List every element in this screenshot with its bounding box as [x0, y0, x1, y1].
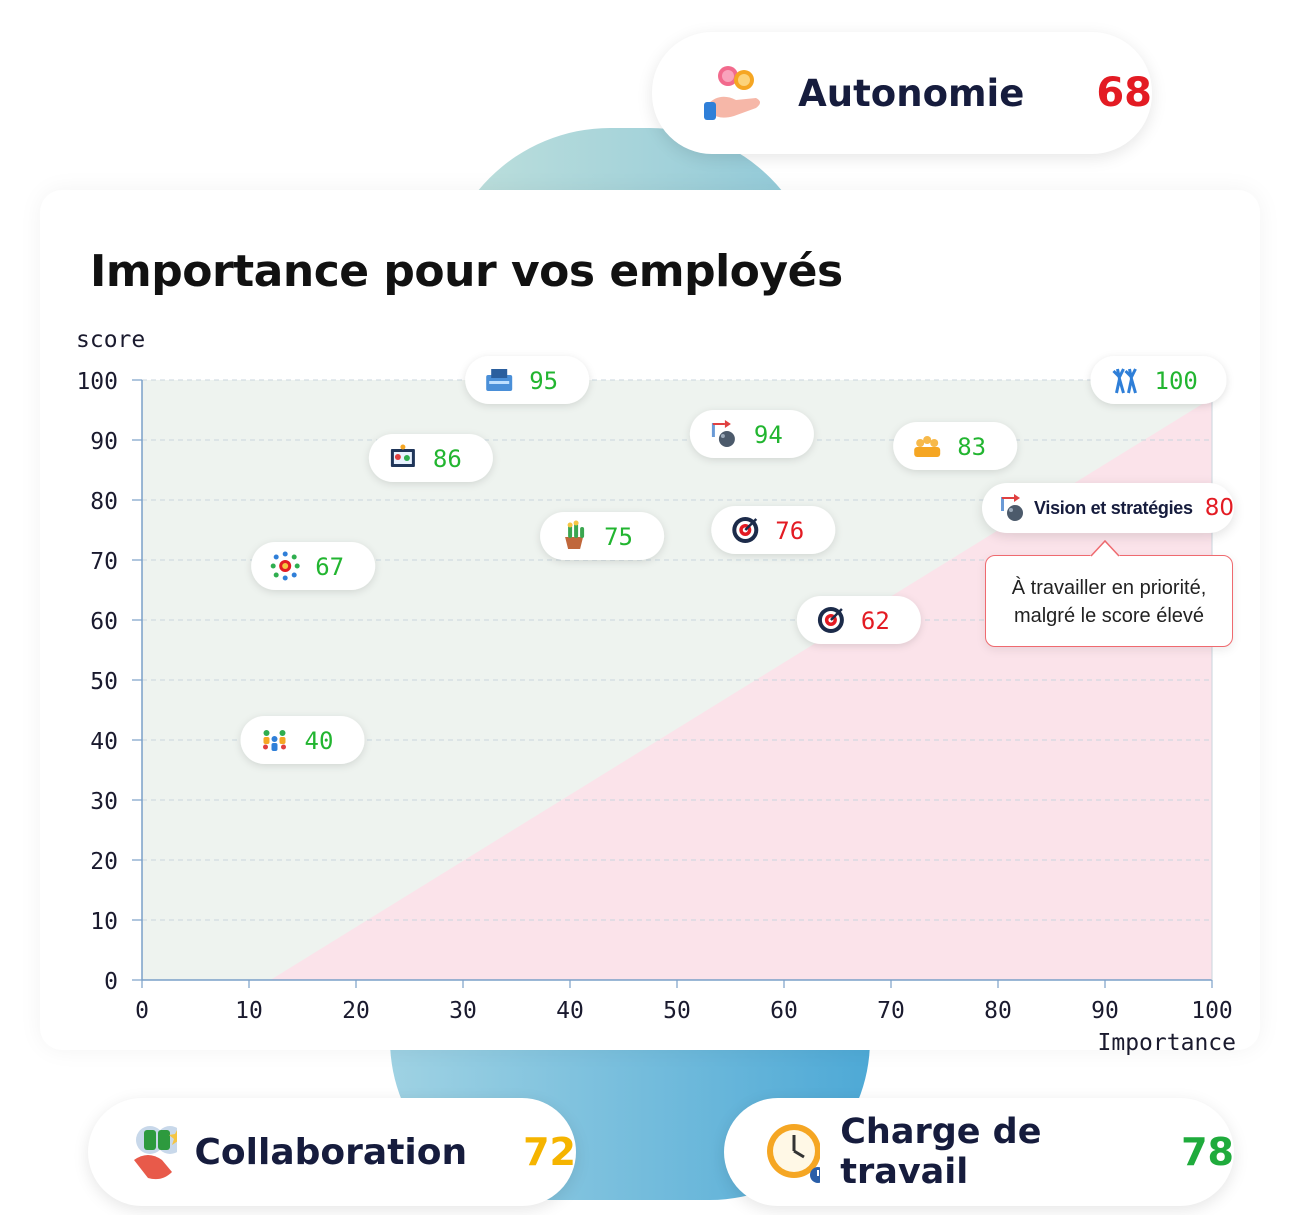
data-point[interactable]: 100	[1090, 356, 1227, 404]
y-tick-label: 0	[104, 969, 118, 995]
y-tick-label: 10	[90, 909, 118, 935]
callout-line-2: malgré le score élevé	[1013, 605, 1205, 627]
collaboration-card[interactable]: Collaboration 72	[88, 1098, 576, 1206]
charge-label: Charge de travail	[840, 1112, 1042, 1192]
y-tick-label: 80	[90, 489, 118, 515]
presentation-icon	[390, 444, 415, 467]
priority-zone	[270, 398, 1212, 980]
x-tick-label: 100	[1191, 998, 1233, 1024]
collaboration-label: Collaboration	[194, 1131, 468, 1173]
data-point[interactable]: 75	[540, 512, 665, 560]
x-tick-label: 50	[663, 998, 691, 1024]
clock-icon	[767, 1124, 821, 1183]
point-value: 67	[315, 553, 344, 581]
callout-pill-value: 80	[1204, 495, 1234, 521]
x-axis-label: Importance	[1098, 1030, 1236, 1056]
x-tick-label: 10	[235, 998, 263, 1024]
y-tick-label: 30	[90, 789, 118, 815]
x-tick-label: 70	[877, 998, 905, 1024]
data-point[interactable]: 67	[251, 542, 376, 590]
x-tick-label: 40	[556, 998, 584, 1024]
target-icon	[732, 517, 759, 543]
plant-icon	[565, 520, 585, 549]
y-tick-label: 60	[90, 609, 118, 635]
target-icon	[817, 607, 844, 633]
autonomie-value: 68	[1096, 70, 1152, 116]
point-pill	[240, 716, 365, 764]
strategy-icon	[1001, 494, 1023, 521]
data-point[interactable]: 94	[689, 410, 814, 458]
point-value: 40	[305, 727, 334, 755]
y-tick-label: 50	[90, 669, 118, 695]
point-pill	[540, 512, 665, 560]
y-tick-label: 70	[90, 549, 118, 575]
collaboration-value: 72	[523, 1130, 576, 1174]
data-point[interactable]: 76	[711, 506, 836, 554]
autonomie-label: Autonomie	[798, 71, 1025, 115]
x-tick-label: 80	[984, 998, 1012, 1024]
chart-title: Importance pour vos employés	[90, 246, 843, 297]
data-point[interactable]: 40	[240, 716, 365, 764]
point-pill	[465, 356, 590, 404]
y-tick-label: 100	[76, 369, 118, 395]
data-point[interactable]: 83	[893, 422, 1018, 470]
sun-network-icon	[270, 551, 300, 581]
people-group-icon	[263, 730, 286, 751]
y-tick-label: 20	[90, 849, 118, 875]
x-tick-label: 30	[449, 998, 477, 1024]
callout-pill-label: Vision et stratégies	[1034, 497, 1193, 518]
point-value: 94	[754, 421, 783, 449]
callout-pill[interactable]: Vision et stratégies 80	[982, 483, 1234, 533]
hand-hearts-icon	[704, 66, 760, 120]
point-pill	[893, 422, 1018, 470]
x-tick-label: 20	[342, 998, 370, 1024]
point-value: 76	[775, 517, 804, 545]
strategy-icon	[711, 420, 735, 447]
point-value: 75	[604, 523, 633, 551]
handshake-icon	[134, 1126, 177, 1180]
x-tick-label: 0	[135, 998, 149, 1024]
callout-box: À travailler en priorité, malgré le scor…	[985, 555, 1233, 647]
autonomie-card[interactable]: Autonomie 68	[652, 32, 1152, 154]
y-axis-label: score	[76, 327, 145, 353]
team-cheer-icon	[1112, 368, 1137, 394]
point-value: 62	[861, 607, 890, 635]
y-tick-label: 40	[90, 729, 118, 755]
point-pill	[689, 410, 814, 458]
callout-line-1: À travailler en priorité,	[1011, 577, 1207, 599]
point-value: 100	[1155, 367, 1198, 395]
data-point[interactable]: 95	[465, 356, 590, 404]
point-pill	[368, 434, 493, 482]
point-pill	[251, 542, 376, 590]
crown-team-icon	[914, 436, 941, 457]
data-point[interactable]: 86	[368, 434, 493, 482]
x-tick-label: 90	[1091, 998, 1119, 1024]
x-tick-label: 60	[770, 998, 798, 1024]
point-pill	[711, 506, 836, 554]
point-value: 83	[957, 433, 986, 461]
point-pill	[796, 596, 921, 644]
y-tick-label: 90	[90, 429, 118, 455]
charge-value: 78	[1181, 1130, 1234, 1174]
point-value: 86	[433, 445, 462, 473]
data-point[interactable]: 62	[796, 596, 921, 644]
charge-de-travail-card[interactable]: Charge de travail 78	[724, 1098, 1234, 1206]
workspace-icon	[486, 369, 513, 391]
callout-arrow	[1090, 539, 1120, 557]
point-value: 95	[529, 367, 558, 395]
